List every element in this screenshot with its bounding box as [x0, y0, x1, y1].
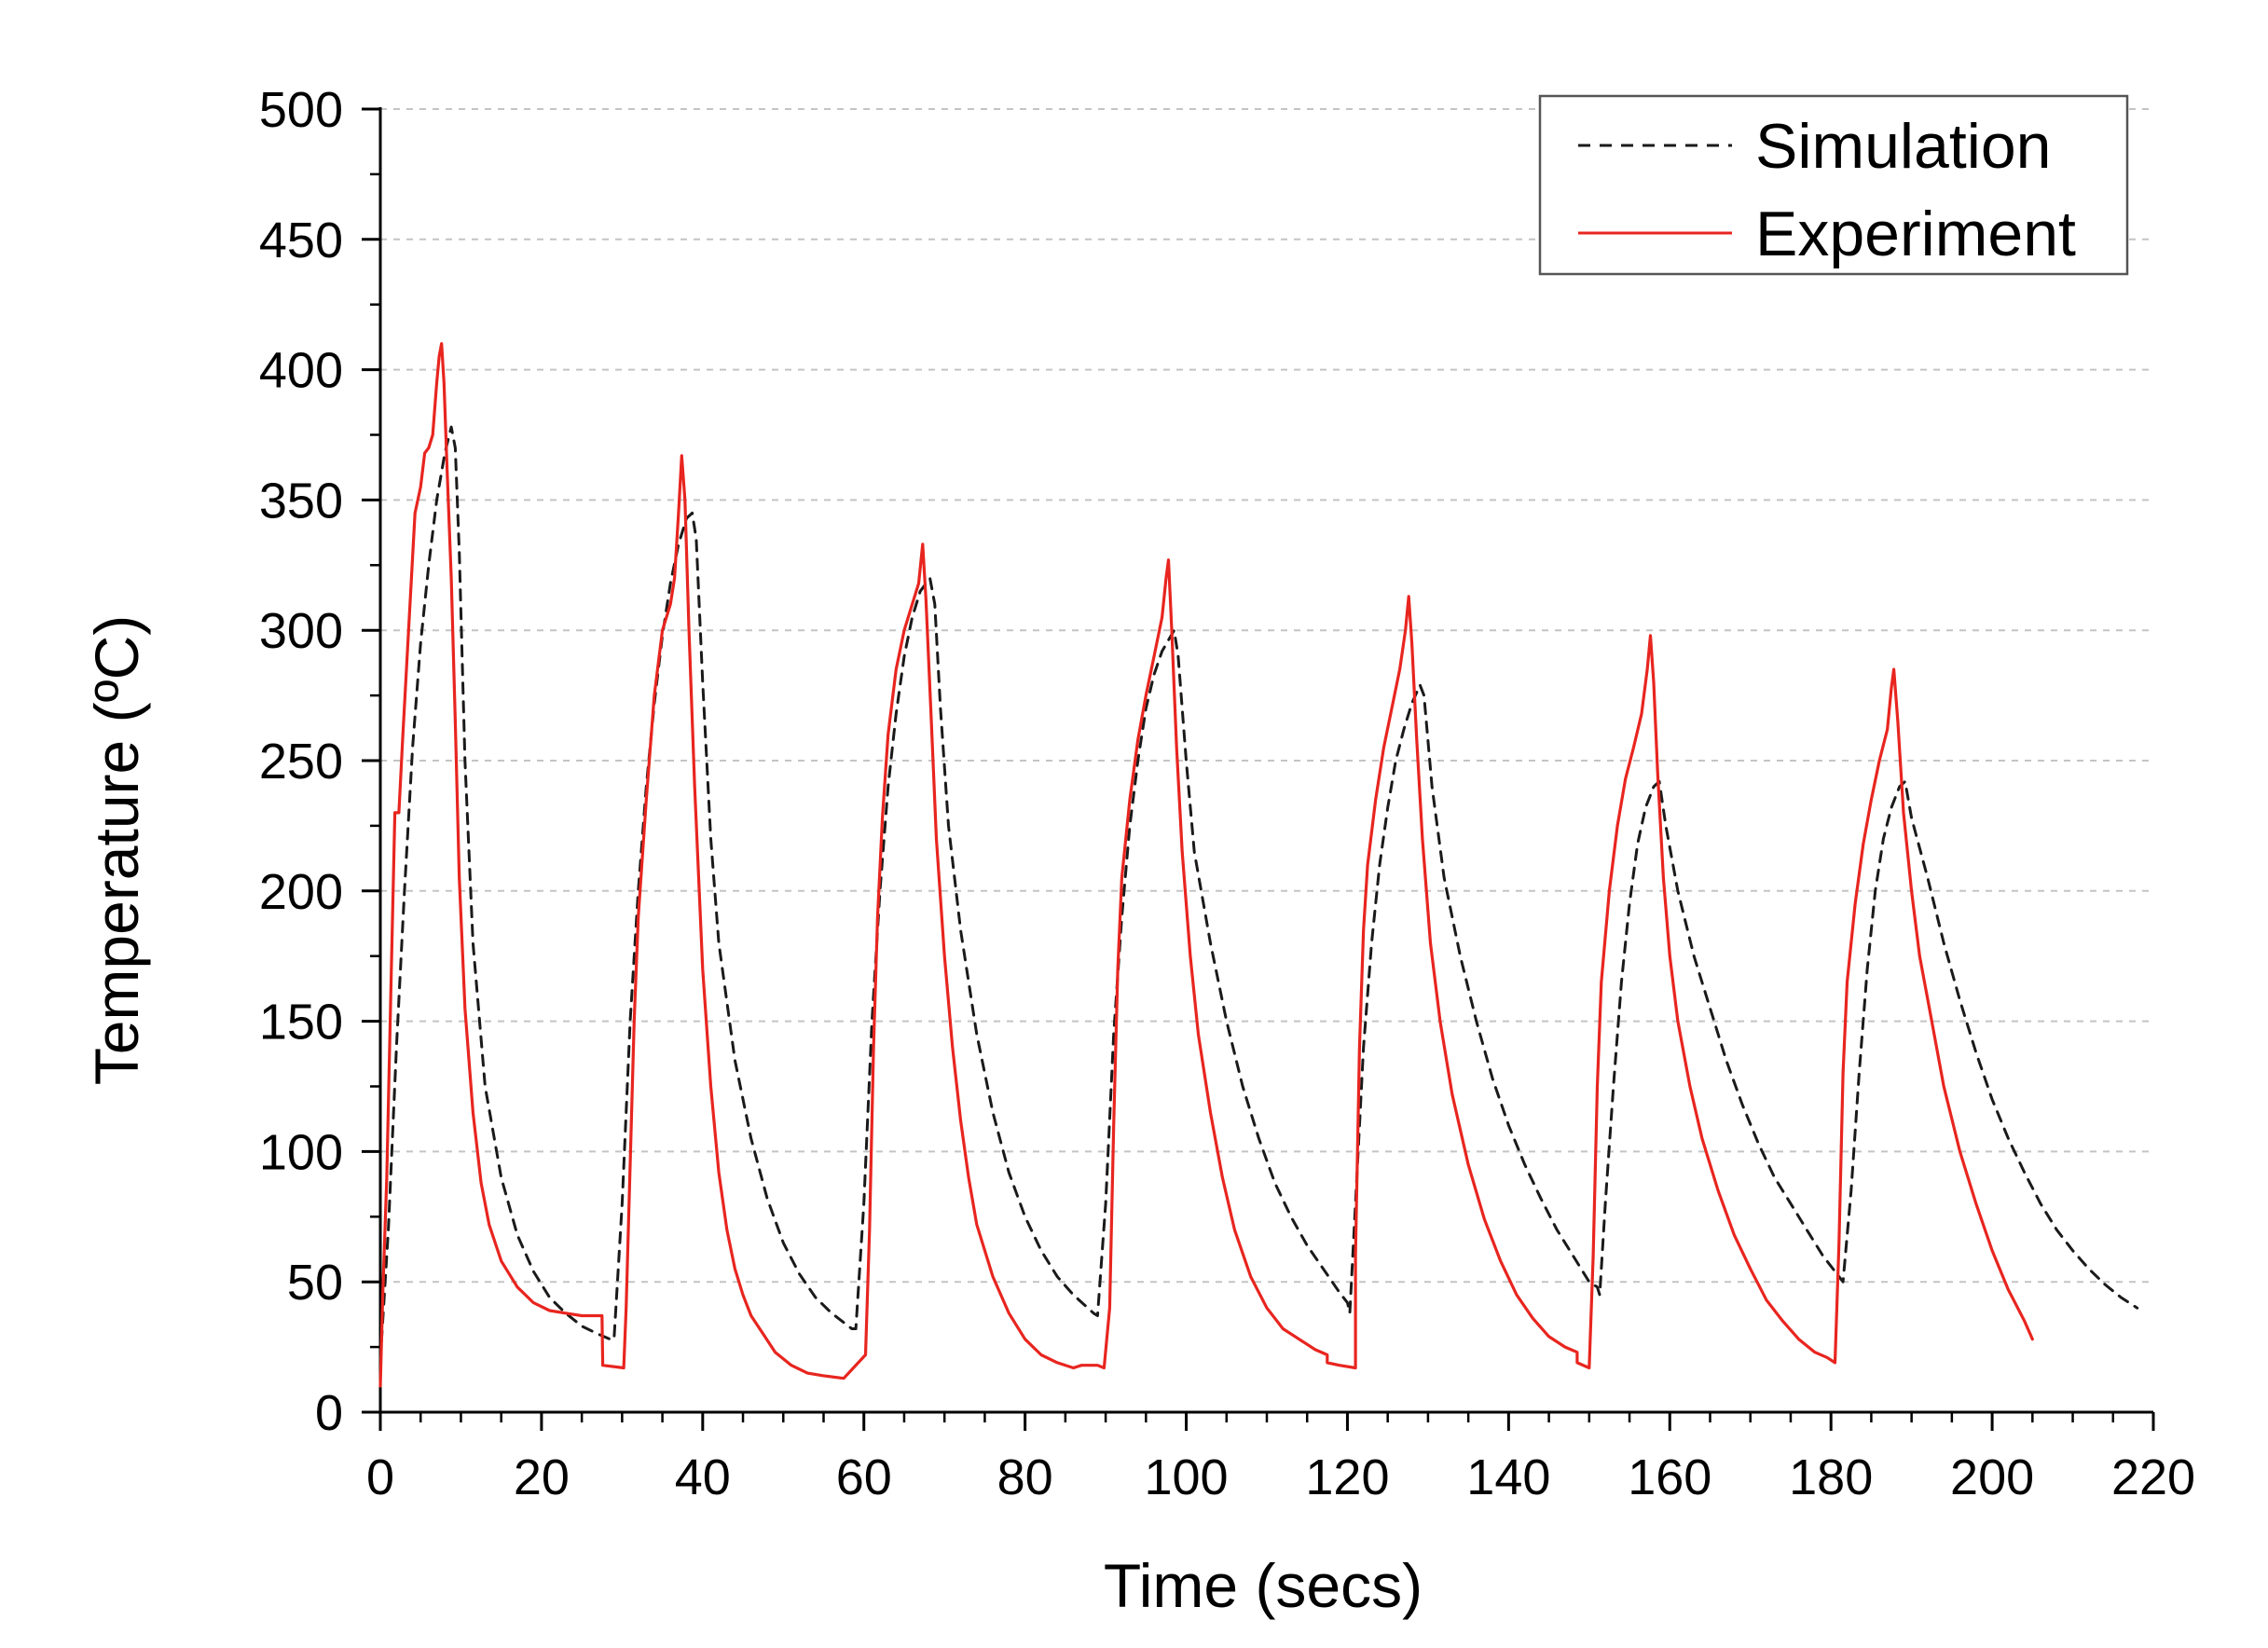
legend-experiment-label: Experiment: [1755, 199, 2076, 269]
x-tick-label: 200: [1950, 1449, 2034, 1505]
x-tick-label: 180: [1789, 1449, 1873, 1505]
x-tick-label: 60: [836, 1449, 892, 1505]
y-tick-label: 500: [259, 82, 343, 138]
grid-layer: [380, 108, 2153, 1284]
x-tick-label: 120: [1305, 1449, 1389, 1505]
y-tick-label: 0: [315, 1385, 343, 1441]
series-line-experiment: [378, 342, 2034, 1388]
y-tick-label: 150: [259, 995, 343, 1051]
x-tick-label: 80: [997, 1449, 1053, 1505]
y-tick-label: 200: [259, 864, 343, 920]
x-tick-label: 100: [1144, 1449, 1228, 1505]
x-tick-label: 140: [1466, 1449, 1550, 1505]
legend-simulation-label: Simulation: [1755, 111, 2052, 182]
y-tick-label: 400: [259, 343, 343, 399]
legend: Simulation Experiment: [1538, 94, 2129, 276]
series-line-simulation: [378, 425, 2139, 1362]
x-tick-label: 40: [675, 1449, 731, 1505]
y-axis-title: Temperature (ºC): [82, 615, 151, 1086]
x-tick-label: 220: [2111, 1449, 2195, 1505]
y-tick-label: 300: [259, 603, 343, 659]
labels-layer: 0 50 100 150 200 250 300 350 400 450 500 0 20 40 60 80 1…: [259, 82, 2195, 1505]
y-tick-label: 350: [259, 473, 343, 529]
y-tick-label: 250: [259, 734, 343, 790]
x-tick-label: 20: [514, 1449, 570, 1505]
y-tick-label: 450: [259, 213, 343, 268]
x-tick-label: 160: [1628, 1449, 1711, 1505]
legend-box: [1538, 94, 2129, 276]
x-tick-label: 0: [366, 1449, 394, 1505]
series-layer: [378, 342, 2139, 1388]
axes-layer: [362, 107, 2155, 1431]
y-tick-label: 100: [259, 1124, 343, 1180]
x-axis-title: Time (secs): [1104, 1551, 1423, 1620]
y-tick-label: 50: [287, 1255, 343, 1311]
